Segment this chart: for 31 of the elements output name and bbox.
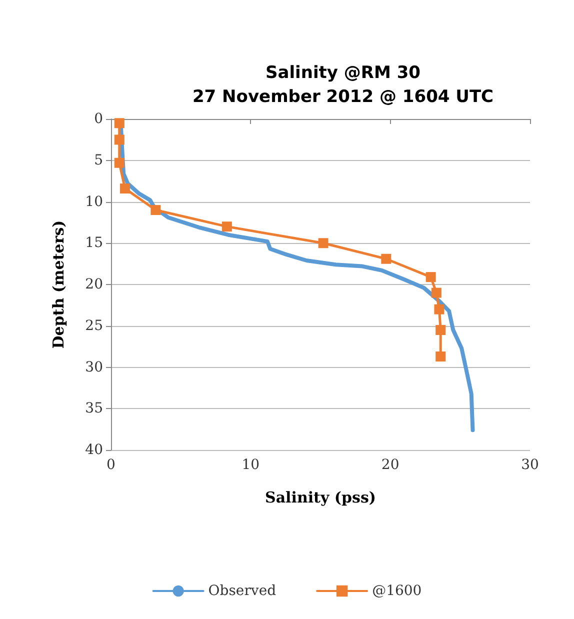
y-tick-label: 40 [85, 442, 103, 458]
point [114, 134, 124, 145]
y-tick-label: 35 [85, 400, 103, 417]
legend-label: Observed [208, 583, 276, 599]
point [381, 254, 392, 264]
point [150, 205, 161, 216]
point [436, 351, 446, 362]
y-tick-label: 15 [85, 235, 103, 252]
y-tick-label: 30 [85, 359, 103, 376]
y-tick-label: 5 [94, 152, 103, 168]
y-axis-title: Depth (meters) [50, 220, 68, 349]
x-axis-title: Salinity (pss) [265, 488, 376, 506]
legend-label: @1600 [372, 583, 422, 599]
y-tick-label: 25 [85, 318, 103, 334]
point [318, 238, 328, 248]
y-tick-label: 20 [85, 276, 103, 292]
point [114, 118, 124, 128]
x-tick-label: 10 [242, 457, 260, 473]
point [426, 272, 436, 282]
y-tick-label: 10 [85, 194, 103, 210]
x-tick-label: 30 [521, 457, 539, 473]
point [431, 288, 442, 298]
point [120, 184, 130, 194]
point [436, 325, 446, 336]
point [222, 222, 232, 232]
point [434, 304, 444, 314]
y-tick-label: 0 [94, 111, 103, 127]
point [114, 158, 124, 168]
x-tick-label: 0 [106, 457, 116, 473]
x-tick-label: 20 [381, 457, 400, 473]
chart-title: Salinity @RM 30 27 November 2012 @ 1604 UTC [192, 63, 494, 107]
